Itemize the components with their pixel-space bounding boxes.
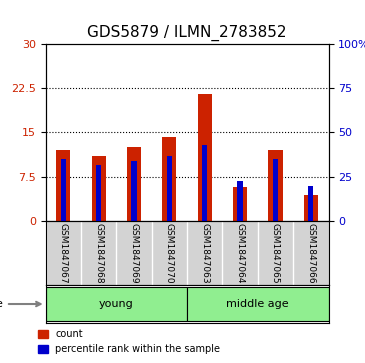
Text: young: young xyxy=(99,299,134,309)
Text: GSM1847068: GSM1847068 xyxy=(94,223,103,284)
Text: GSM1847069: GSM1847069 xyxy=(130,223,139,284)
Text: GSM1847063: GSM1847063 xyxy=(200,223,209,284)
Bar xyxy=(308,186,314,221)
Title: GDS5879 / ILMN_2783852: GDS5879 / ILMN_2783852 xyxy=(87,25,287,41)
Text: GSM1847070: GSM1847070 xyxy=(165,223,174,284)
Bar xyxy=(56,150,70,221)
Text: GSM1847066: GSM1847066 xyxy=(306,223,315,284)
Bar xyxy=(273,159,278,221)
Bar xyxy=(61,159,66,221)
Text: age: age xyxy=(0,299,41,309)
Bar xyxy=(167,156,172,221)
Bar xyxy=(198,94,212,221)
Bar xyxy=(238,180,243,221)
FancyBboxPatch shape xyxy=(46,287,187,321)
Bar xyxy=(268,150,283,221)
Bar xyxy=(131,161,137,221)
Text: middle age: middle age xyxy=(226,299,289,309)
Legend: count, percentile rank within the sample: count, percentile rank within the sample xyxy=(34,326,224,358)
Bar xyxy=(96,164,101,221)
Text: GSM1847064: GSM1847064 xyxy=(235,223,245,284)
Bar xyxy=(92,156,106,221)
FancyBboxPatch shape xyxy=(187,287,328,321)
Text: GSM1847065: GSM1847065 xyxy=(271,223,280,284)
Bar xyxy=(162,137,176,221)
Bar xyxy=(304,195,318,221)
Text: GSM1847067: GSM1847067 xyxy=(59,223,68,284)
Bar xyxy=(202,145,207,221)
Bar xyxy=(233,187,247,221)
Bar xyxy=(127,147,141,221)
